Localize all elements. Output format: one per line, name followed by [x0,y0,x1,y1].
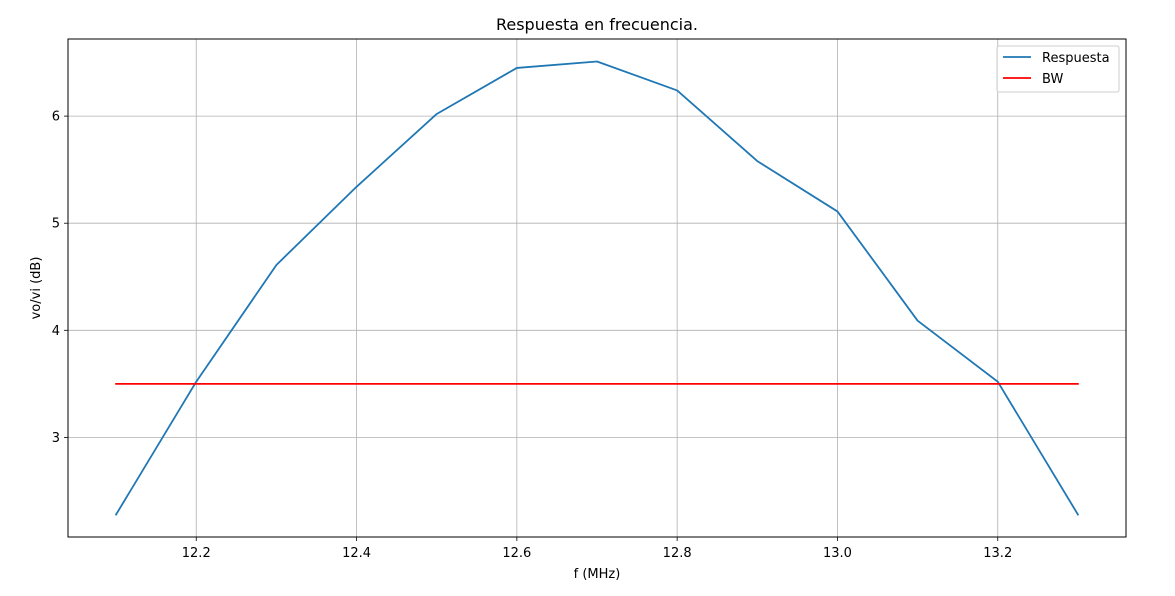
x-tick-label: 12.2 [182,546,211,561]
y-tick-label: 5 [52,217,60,232]
plot-area-frame [67,38,1127,538]
y-tick-label: 3 [52,431,60,446]
x-tick-label: 12.6 [502,546,531,561]
y-tick-label: 4 [52,324,60,339]
grid [68,39,1126,537]
legend-label: BW [1042,72,1063,87]
axis-ticks: 12.2 12.4 12.6 12.8 13.0 13.2 3 4 5 6 [52,110,1013,561]
x-axis-label: f (MHz) [574,567,621,582]
series-line-respuesta [114,60,1080,516]
series-lines [114,60,1080,516]
y-tick-label: 6 [52,110,60,125]
x-tick-label: 12.4 [342,546,371,561]
legend-label: Respuesta [1042,51,1110,66]
y-axis-label: vo/vi (dB) [29,257,44,320]
x-tick-label: 13.2 [983,546,1012,561]
x-tick-label: 13.0 [823,546,852,561]
legend: Respuesta BW [996,45,1120,93]
x-tick-label: 12.8 [663,546,692,561]
chart-title: Respuesta en frecuencia. [496,15,698,34]
